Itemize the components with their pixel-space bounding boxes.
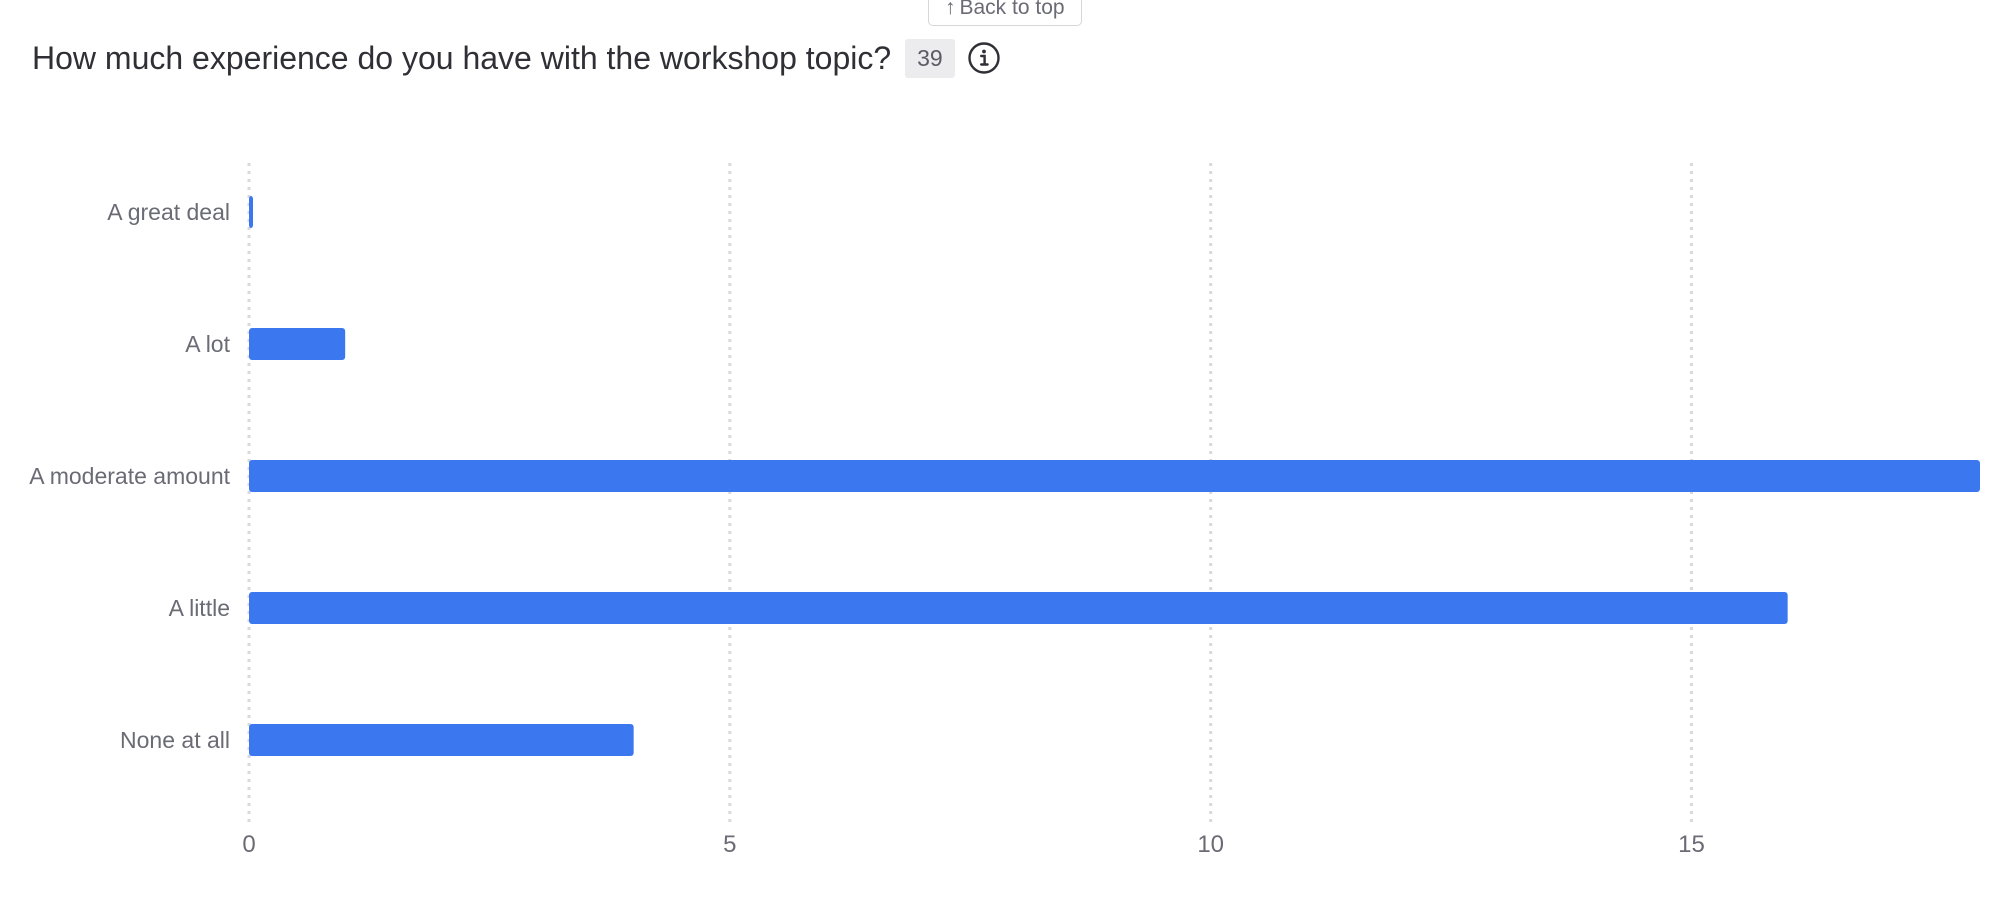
- bar: [249, 196, 253, 228]
- bar: [249, 460, 1980, 492]
- back-to-top-button[interactable]: ↑ Back to top: [928, 0, 1082, 26]
- y-category-label: A little: [169, 595, 230, 621]
- back-to-top-label: Back to top: [959, 0, 1065, 19]
- info-icon[interactable]: [967, 41, 1001, 75]
- y-category-label: A lot: [185, 331, 230, 357]
- arrow-up-icon: ↑: [945, 0, 956, 19]
- bar: [249, 328, 346, 360]
- y-category-label: A great deal: [107, 199, 230, 225]
- bar: [249, 724, 634, 756]
- x-tick-label: 0: [242, 831, 255, 858]
- question-title: How much experience do you have with the…: [32, 39, 892, 76]
- x-tick-label: 5: [723, 831, 736, 858]
- bar: [249, 592, 1788, 624]
- y-category-label: None at all: [120, 727, 230, 753]
- x-tick-label: 15: [1678, 831, 1705, 858]
- question-header: How much experience do you have with the…: [32, 36, 1001, 80]
- response-count-badge: 39: [905, 38, 955, 78]
- y-category-label: A moderate amount: [29, 463, 230, 489]
- x-tick-label: 10: [1197, 831, 1224, 858]
